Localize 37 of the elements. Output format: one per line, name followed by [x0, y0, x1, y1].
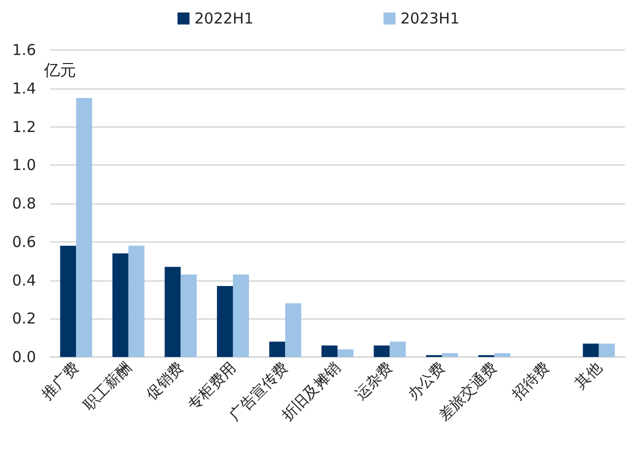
y-tick-label: 0.0	[12, 348, 36, 366]
bar	[76, 98, 92, 357]
legend-label: 2022H1	[194, 10, 254, 28]
x-tick-label: 职工薪酬	[80, 358, 135, 414]
bar	[442, 353, 458, 357]
y-tick-label: 0.4	[12, 271, 36, 290]
y-tick-label: 1.6	[12, 41, 36, 59]
bar	[598, 344, 615, 357]
y-axis-title: 亿元	[43, 60, 76, 80]
bar	[374, 345, 390, 357]
y-tick-label: 1.0	[12, 156, 36, 174]
y-tick-label: 1.4	[12, 79, 36, 98]
x-tick-label: 推广费	[38, 358, 82, 404]
bar	[164, 266, 181, 357]
bar	[338, 349, 354, 357]
legend-label: 2023H1	[400, 10, 460, 28]
bar	[180, 274, 197, 357]
x-tick-label: 运杂费	[352, 358, 396, 404]
bar	[390, 342, 406, 357]
bar	[285, 303, 302, 357]
bar	[269, 342, 286, 357]
bar	[494, 353, 510, 357]
y-tick-label: 0.2	[12, 310, 36, 328]
bar	[60, 246, 76, 357]
y-tick-label: 0.8	[12, 194, 36, 212]
bar	[582, 344, 599, 357]
y-tick-label: 1.2	[12, 118, 36, 136]
x-tick-label: 其他	[571, 358, 606, 393]
x-tick-label: 促销费	[142, 358, 188, 404]
y-tick-label: 0.6	[12, 232, 36, 251]
bar	[232, 274, 249, 357]
bar	[216, 286, 233, 357]
bar	[112, 253, 128, 357]
bar	[322, 345, 338, 357]
x-tick-label: 办公费	[404, 358, 448, 404]
x-tick-label: 招待费	[508, 358, 553, 404]
bar	[128, 246, 144, 357]
